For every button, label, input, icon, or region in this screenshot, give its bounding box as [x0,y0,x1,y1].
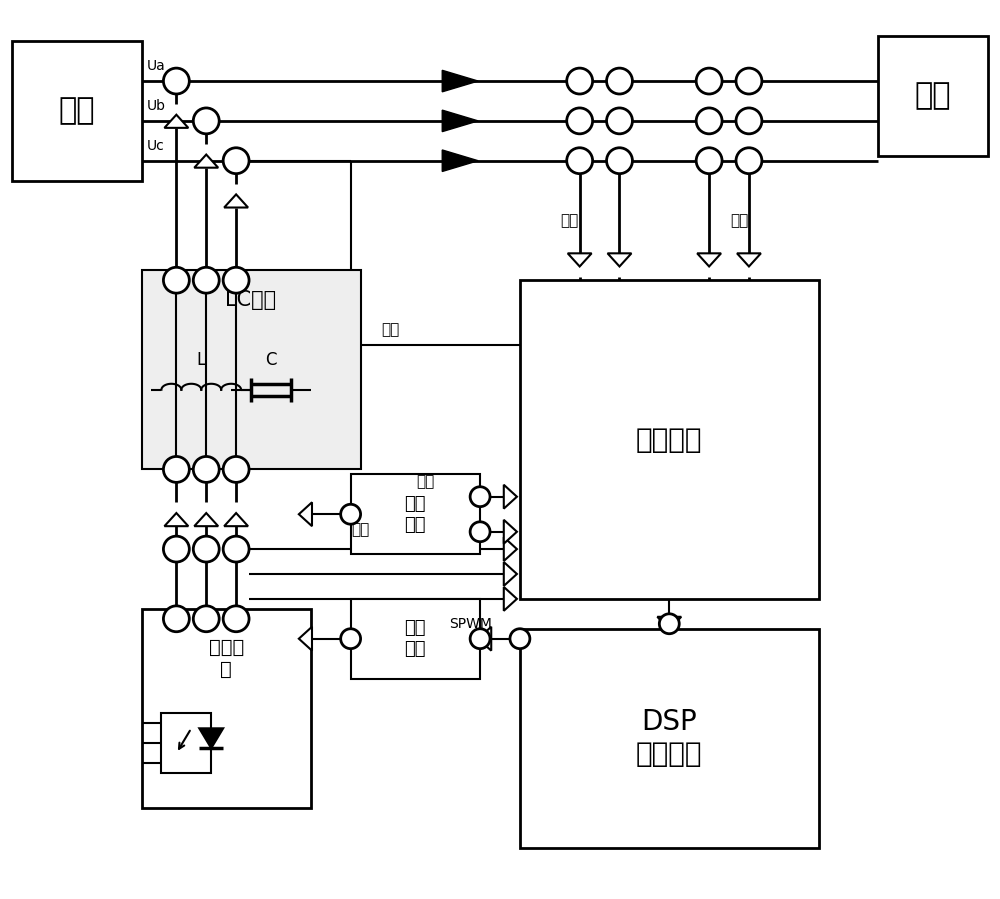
Circle shape [736,68,762,94]
Text: Ua: Ua [146,59,165,73]
Circle shape [341,504,361,524]
Circle shape [223,267,249,293]
Polygon shape [194,155,218,168]
Polygon shape [504,485,517,509]
Polygon shape [199,728,223,748]
Polygon shape [504,562,517,586]
Circle shape [163,457,189,483]
Circle shape [470,486,490,507]
Polygon shape [224,194,248,208]
Text: 负载: 负载 [915,82,951,111]
Bar [351,475,480,554]
Bar [351,599,480,679]
Text: DSP
主控电路: DSP 主控电路 [636,708,703,769]
Text: L: L [197,351,206,369]
Polygon shape [504,587,517,610]
Polygon shape [442,111,478,131]
Polygon shape [224,513,248,526]
Polygon shape [194,513,218,526]
Text: 电流: 电流 [381,323,400,337]
Circle shape [567,108,593,134]
Text: LC滤波: LC滤波 [225,290,277,310]
Text: C: C [265,351,277,369]
Circle shape [736,108,762,134]
Text: 电流: 电流 [351,521,370,537]
Circle shape [607,108,632,134]
Polygon shape [657,617,681,630]
Circle shape [163,68,189,94]
Circle shape [659,614,679,634]
Polygon shape [737,254,761,266]
Circle shape [193,606,219,632]
Circle shape [193,108,219,134]
Bar [142,609,311,808]
Text: Ub: Ub [146,99,165,113]
Text: 电流: 电流 [730,213,748,228]
Polygon shape [608,254,631,266]
Polygon shape [478,627,491,651]
Circle shape [696,68,722,94]
Circle shape [223,536,249,562]
Circle shape [223,147,249,174]
Bar [142,271,361,469]
Text: Uc: Uc [146,138,164,153]
Circle shape [510,628,530,649]
Bar [12,41,142,181]
Circle shape [163,267,189,293]
Bar [878,36,988,156]
Circle shape [607,68,632,94]
Circle shape [163,606,189,632]
Text: 电网: 电网 [59,96,95,126]
Text: 驱动
电路: 驱动 电路 [405,619,426,658]
Circle shape [223,457,249,483]
Circle shape [696,147,722,174]
Circle shape [567,68,593,94]
Bar [520,280,819,599]
Polygon shape [504,537,517,561]
Circle shape [193,536,219,562]
Circle shape [341,628,361,649]
Bar [520,628,819,848]
Circle shape [470,628,490,649]
Circle shape [607,147,632,174]
Polygon shape [164,513,188,526]
Circle shape [193,267,219,293]
Polygon shape [568,254,592,266]
Circle shape [193,457,219,483]
Text: 电压: 电压 [561,213,579,228]
Polygon shape [299,627,312,651]
Circle shape [696,108,722,134]
Text: 电压: 电压 [416,475,434,489]
Circle shape [470,521,490,542]
Polygon shape [442,70,478,92]
Text: 采样电路: 采样电路 [636,425,703,453]
Polygon shape [299,503,312,526]
Circle shape [736,147,762,174]
Circle shape [567,147,593,174]
Polygon shape [697,254,721,266]
Text: 逆变模
块: 逆变模 块 [209,638,244,679]
Polygon shape [164,115,188,128]
Polygon shape [504,520,517,544]
Circle shape [223,606,249,632]
Bar [161,714,211,773]
Text: 直流
电容: 直流 电容 [405,494,426,534]
Text: SPWM: SPWM [449,617,492,631]
Polygon shape [442,150,478,172]
Circle shape [163,536,189,562]
